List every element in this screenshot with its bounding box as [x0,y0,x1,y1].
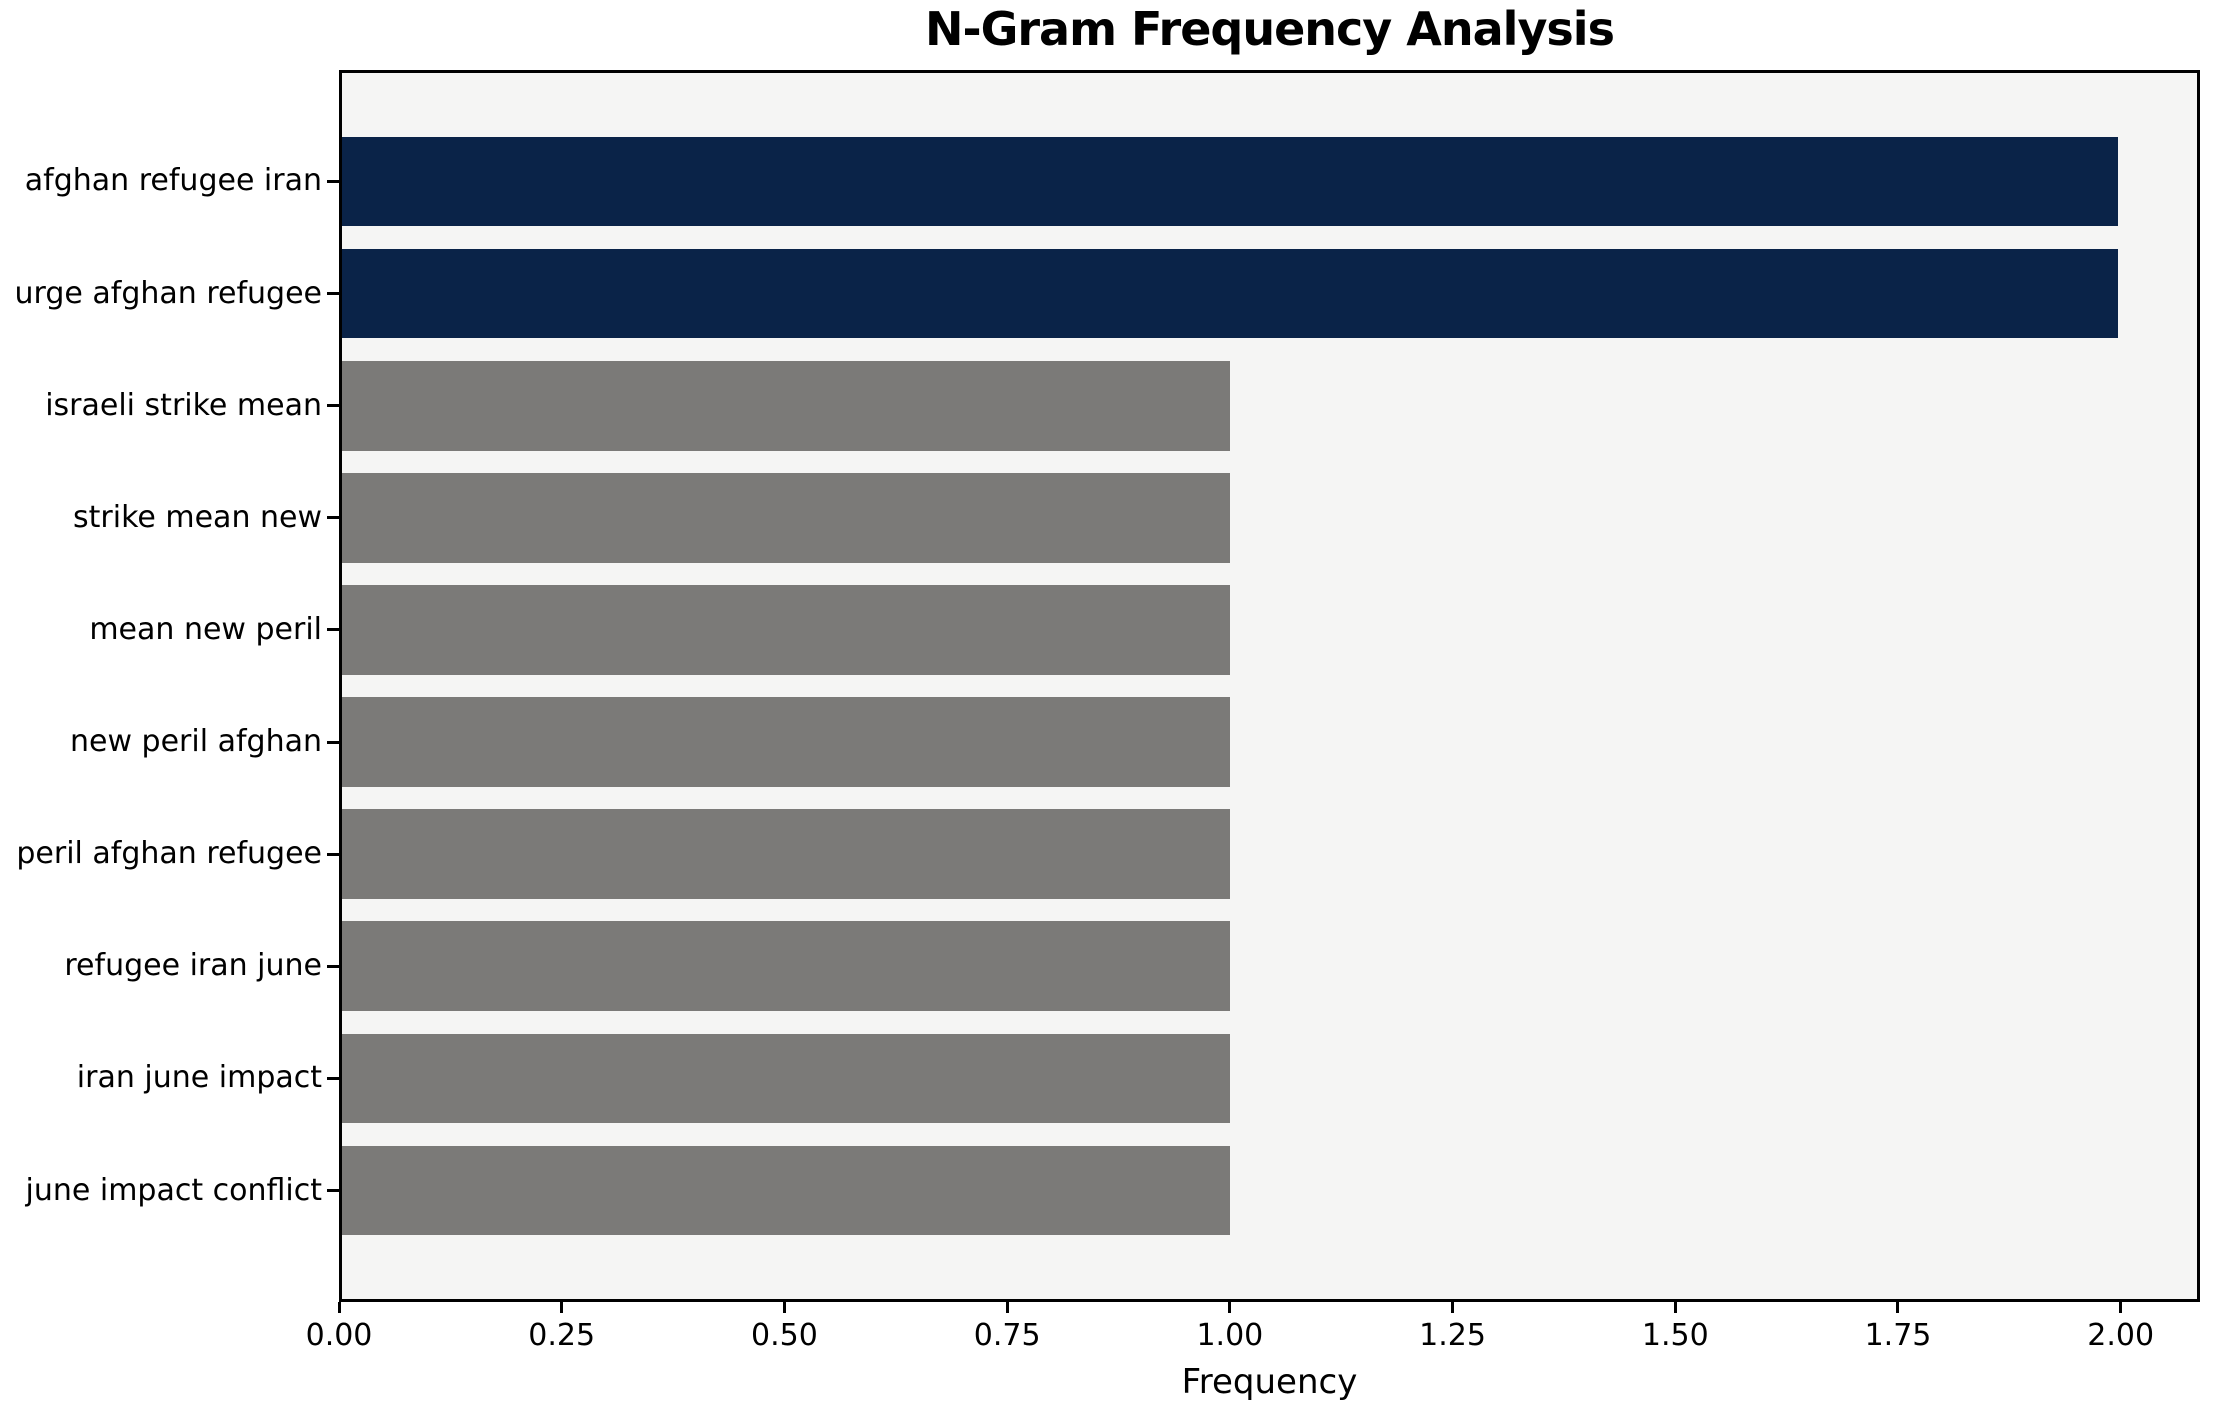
y-tick-mark [327,179,339,183]
y-tick-label: peril afghan refugee [16,836,322,872]
plot-area [339,70,2200,1302]
x-tick-label: 0.25 [528,1318,596,1353]
bar-refugee-iran-june [342,921,1230,1012]
y-tick-label: mean new peril [89,611,322,647]
y-tick-label: june impact conflict [25,1172,322,1208]
y-tick-mark [327,1189,339,1192]
x-tick-mark [1896,1302,1900,1313]
bar-strike-mean-new [342,472,1230,563]
y-tick-mark [327,628,339,632]
x-tick-label: 1.00 [1196,1318,1264,1353]
bar-june-impact-conflict [342,1145,1230,1236]
x-tick-mark [337,1302,341,1313]
chart-title: N-Gram Frequency Analysis [925,2,1615,56]
x-tick-label: 0.00 [305,1318,373,1353]
y-tick-label: iran june impact [76,1060,322,1096]
x-axis-title: Frequency [1181,1362,1358,1402]
x-tick-label: 0.75 [973,1318,1041,1353]
y-tick-label: new peril afghan [70,724,322,760]
bar-afghan-refugee-iran [342,136,2118,227]
y-tick-mark [327,740,339,744]
x-tick-label: 1.50 [1641,1318,1709,1353]
y-tick-mark [327,292,339,296]
x-tick-mark [1005,1302,1009,1313]
bar-mean-new-peril [342,585,1230,675]
bar-israeli-strike-mean [342,360,1230,451]
y-tick-mark [327,964,339,968]
y-tick-label: urge afghan refugee [14,275,322,311]
x-tick-label: 2.00 [2087,1318,2155,1353]
x-tick-mark [1228,1302,1232,1313]
x-tick-mark [560,1302,564,1313]
x-tick-mark [1451,1302,1455,1313]
y-tick-label: afghan refugee iran [24,163,322,199]
x-tick-label: 0.50 [751,1318,818,1353]
bar-new-peril-afghan [342,697,1230,787]
y-tick-label: strike mean new [73,499,322,535]
y-tick-label: refugee iran june [64,948,322,984]
y-tick-mark [327,1076,339,1080]
y-tick-label: israeli strike mean [45,387,322,423]
y-tick-mark [327,404,339,408]
y-tick-mark [327,516,339,520]
x-tick-label: 1.75 [1864,1318,1932,1353]
bar-iran-june-impact [342,1033,1230,1124]
x-tick-mark [2119,1302,2123,1313]
x-tick-mark [782,1302,786,1313]
x-tick-label: 1.25 [1419,1318,1486,1353]
y-tick-mark [327,852,339,856]
x-tick-mark [1673,1302,1677,1313]
bar-peril-afghan-refugee [342,809,1230,899]
bar-urge-afghan-refugee [342,248,2118,339]
